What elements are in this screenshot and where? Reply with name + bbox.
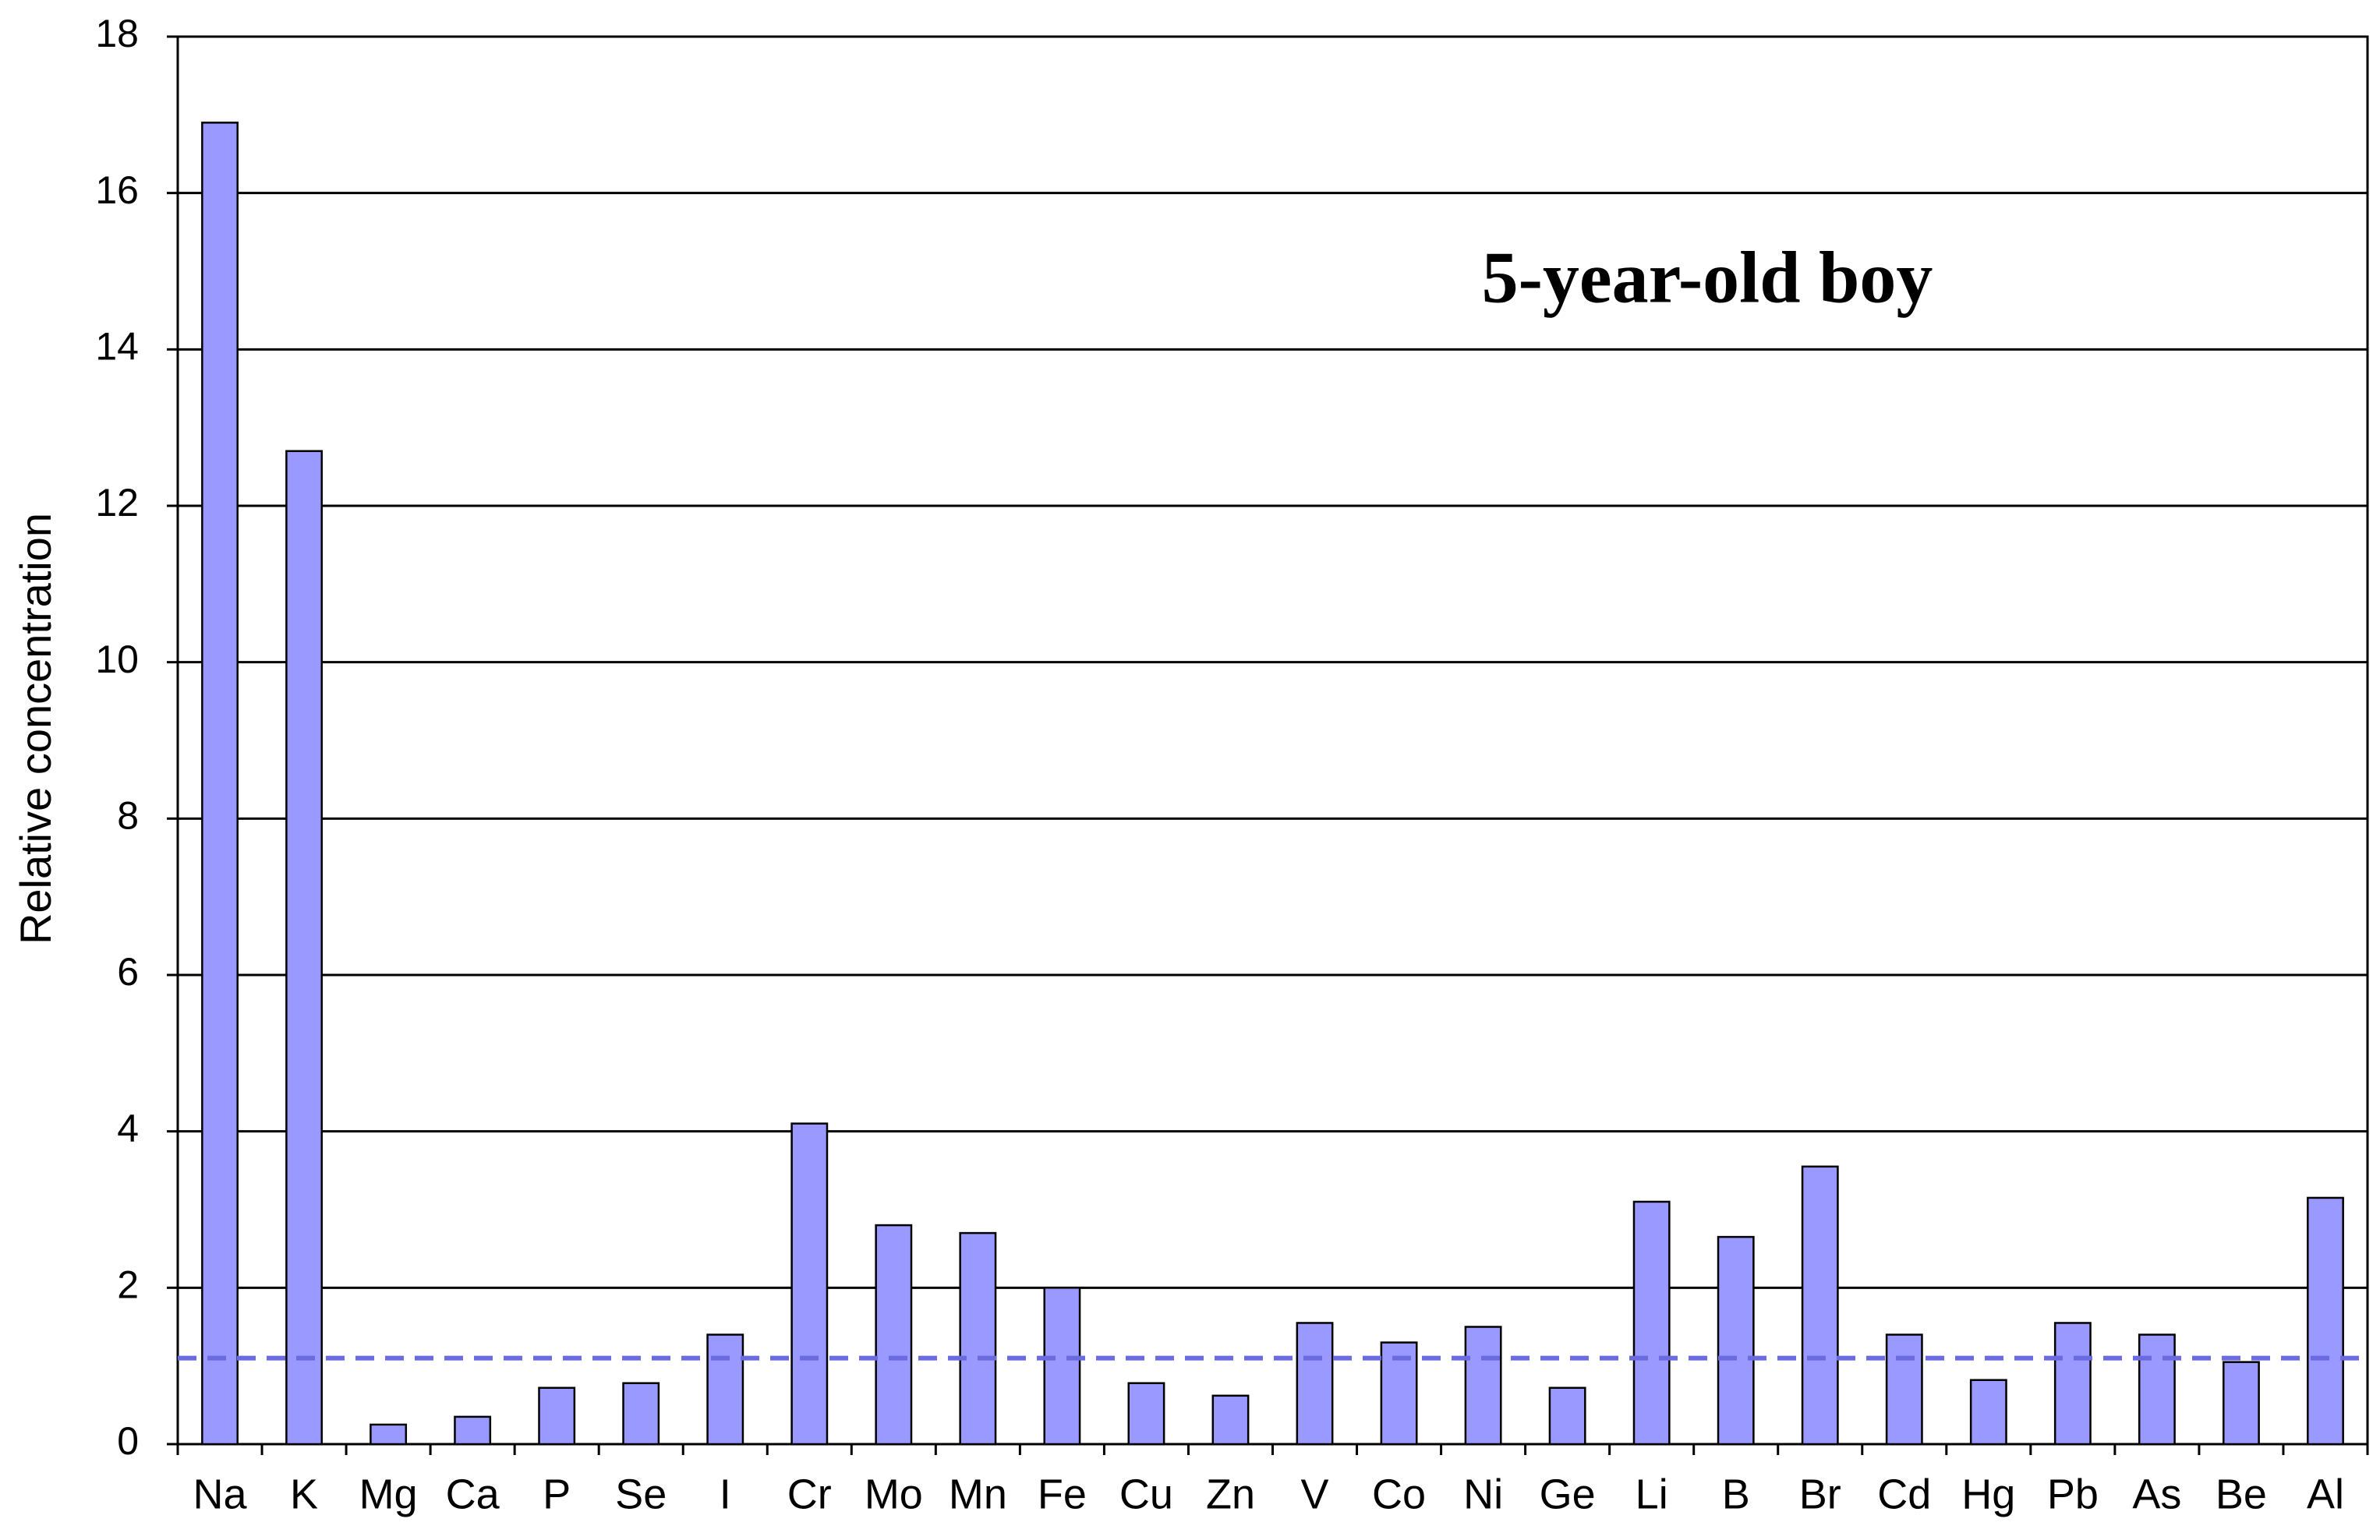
bar — [1548, 1386, 1586, 1446]
bar — [1043, 1287, 1081, 1446]
y-tick-label: 18 — [95, 12, 139, 55]
bar — [1969, 1379, 2007, 1446]
bar — [1632, 1200, 1671, 1446]
bar — [706, 1333, 744, 1446]
bar — [454, 1415, 492, 1446]
bar — [875, 1224, 913, 1446]
bar — [622, 1382, 660, 1446]
x-tick-label: Ca — [446, 1471, 500, 1517]
x-tick-label: As — [2132, 1471, 2181, 1517]
y-tick-label: 6 — [117, 950, 139, 994]
bar — [959, 1231, 997, 1446]
x-tick-label: Li — [1636, 1471, 1668, 1517]
bar — [2223, 1361, 2260, 1446]
x-tick-label: Mg — [359, 1471, 418, 1517]
x-tick-label: V — [1301, 1471, 1329, 1517]
x-tick-label: Co — [1372, 1471, 1426, 1517]
x-tick-label: Na — [193, 1471, 248, 1517]
bar — [1296, 1322, 1334, 1446]
y-tick-label: 10 — [95, 638, 139, 681]
x-tick-label: Se — [615, 1471, 667, 1517]
y-tick-label: 12 — [95, 481, 139, 525]
bar — [370, 1423, 408, 1446]
x-tick-label: Ge — [1540, 1471, 1596, 1517]
bar — [1211, 1394, 1250, 1446]
bar — [201, 122, 239, 1446]
x-tick-label: Al — [2307, 1471, 2344, 1517]
y-tick-label: 14 — [95, 325, 139, 369]
x-tick-label: Be — [2216, 1471, 2267, 1517]
x-tick-label: P — [543, 1471, 571, 1517]
bar — [1801, 1165, 1839, 1446]
x-tick-label: B — [1722, 1471, 1750, 1517]
bar — [1717, 1235, 1755, 1446]
x-tick-label: Cr — [787, 1471, 832, 1517]
y-tick-label: 16 — [95, 168, 139, 212]
bar — [2307, 1196, 2344, 1446]
x-tick-label: Cd — [1877, 1471, 1931, 1517]
bar — [2138, 1333, 2176, 1446]
x-tick-label: Pb — [2047, 1471, 2099, 1517]
y-tick-label: 0 — [117, 1419, 139, 1463]
x-tick-label: Zn — [1206, 1471, 1255, 1517]
bar — [1885, 1333, 1923, 1446]
x-tick-label: Hg — [1961, 1471, 2015, 1517]
bar — [1127, 1382, 1165, 1446]
plot-frame — [176, 35, 2369, 1446]
x-tick-label: Fe — [1038, 1471, 1087, 1517]
bar — [790, 1122, 829, 1446]
y-tick-label: 2 — [117, 1263, 139, 1307]
annotation: 5-year-old boy — [1482, 238, 1933, 319]
x-tick-label: Cu — [1119, 1471, 1173, 1517]
x-tick-label: K — [290, 1471, 318, 1517]
bar — [285, 450, 323, 1446]
y-tick-label: 8 — [117, 794, 139, 838]
bar — [2053, 1322, 2092, 1446]
x-tick-label: Ni — [1463, 1471, 1503, 1517]
x-tick-label: Mo — [865, 1471, 923, 1517]
y-axis-label: Relative concentration — [11, 513, 60, 945]
bar — [538, 1386, 576, 1446]
bar — [1464, 1326, 1502, 1446]
x-tick-label: Br — [1799, 1471, 1841, 1517]
y-tick-label: 4 — [117, 1107, 139, 1150]
x-tick-label: I — [720, 1471, 731, 1517]
x-tick-label: Mn — [949, 1471, 1007, 1517]
